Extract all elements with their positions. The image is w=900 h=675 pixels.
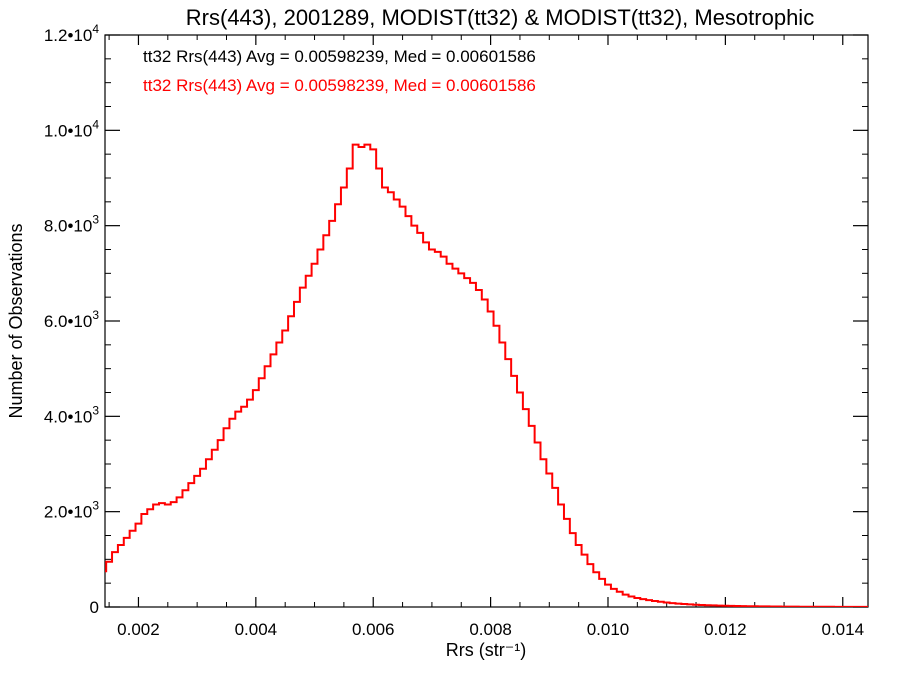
y-tick-exponent: 3 [92, 213, 99, 227]
legend: tt32 Rrs(443) Avg = 0.00598239, Med = 0.… [143, 47, 536, 95]
y-tick-label: 4.0•103 [44, 403, 100, 426]
y-tick-mantissa: 8.0•10 [44, 217, 93, 236]
y-tick-mantissa: 0 [90, 598, 99, 617]
x-tick-label: 0.002 [117, 620, 160, 639]
x-tick-label: 0.006 [352, 620, 395, 639]
y-tick-label: 0 [90, 598, 99, 617]
histogram-series-line [105, 143, 868, 607]
y-tick-mantissa: 2.0•10 [44, 503, 93, 522]
y-tick-label: 8.0•103 [44, 213, 100, 236]
y-tick-mantissa: 4.0•10 [44, 407, 93, 426]
chart-title: Rrs(443), 2001289, MODIST(tt32) & MODIST… [186, 5, 814, 30]
series-layer [105, 143, 868, 607]
x-tick-label: 0.012 [704, 620, 747, 639]
y-tick-mantissa: 1.0•10 [44, 121, 93, 140]
x-axis-label: Rrs (str⁻¹) [446, 640, 526, 660]
y-tick-exponent: 4 [92, 117, 99, 131]
legend-entry: tt32 Rrs(443) Avg = 0.00598239, Med = 0.… [143, 47, 536, 66]
y-tick-label: 6.0•103 [44, 308, 100, 331]
y-tick-exponent: 3 [92, 499, 99, 513]
y-tick-exponent: 4 [92, 22, 99, 36]
y-tick-mantissa: 1.2•10 [44, 26, 93, 45]
x-tick-label: 0.008 [469, 620, 512, 639]
legend-entry: tt32 Rrs(443) Avg = 0.00598239, Med = 0.… [143, 76, 536, 95]
y-tick-exponent: 3 [92, 403, 99, 417]
y-tick-label: 2.0•103 [44, 499, 100, 522]
plot-frame [104, 34, 869, 608]
y-axis-label: Number of Observations [6, 223, 26, 418]
x-tick-label: 0.014 [821, 620, 864, 639]
x-tick-label: 0.004 [235, 620, 278, 639]
y-tick-label: 1.2•104 [44, 22, 100, 45]
axis-ticks: 0.002 0.004 0.006 0.008 0.010 0.012 0.014 0 2.0•… [44, 22, 868, 639]
y-tick-exponent: 3 [92, 308, 99, 322]
y-tick-label: 1.0•104 [44, 117, 100, 140]
x-tick-label: 0.010 [587, 620, 630, 639]
y-tick-mantissa: 6.0•10 [44, 312, 93, 331]
